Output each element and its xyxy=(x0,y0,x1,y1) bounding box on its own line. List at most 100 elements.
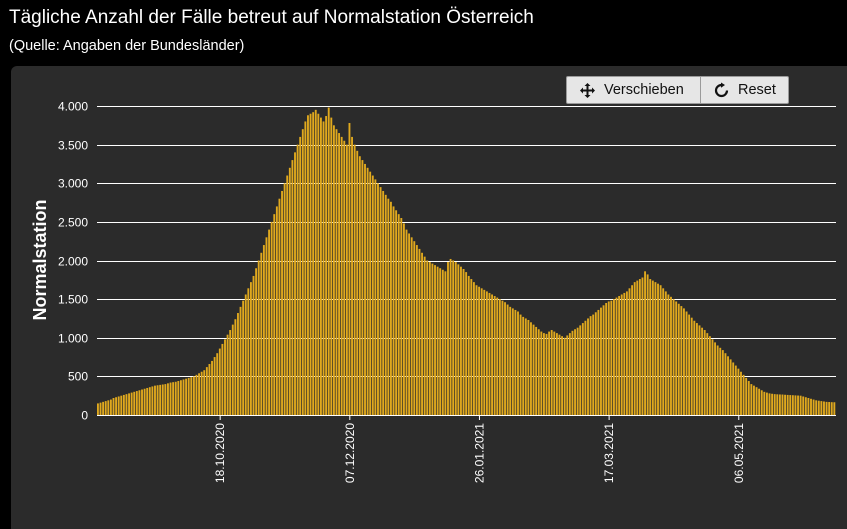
bar xyxy=(504,302,506,415)
bar xyxy=(527,319,530,415)
bar xyxy=(625,291,628,415)
bar xyxy=(693,320,696,415)
bar xyxy=(340,136,343,415)
bar xyxy=(273,214,276,415)
bar xyxy=(511,308,514,415)
bar xyxy=(465,272,468,415)
bar xyxy=(122,394,125,415)
bar xyxy=(542,333,545,415)
bar xyxy=(322,121,325,415)
bar xyxy=(249,282,252,415)
bar xyxy=(387,198,390,415)
bar xyxy=(563,337,566,415)
bar xyxy=(252,275,255,415)
bar xyxy=(415,245,418,415)
bar xyxy=(436,266,439,415)
bar xyxy=(431,263,434,415)
x-tick-label: 18.10.2020 xyxy=(213,423,227,483)
bar xyxy=(522,316,525,415)
bar xyxy=(729,359,732,415)
bar xyxy=(600,307,602,415)
bar xyxy=(312,112,315,416)
bar xyxy=(275,206,278,415)
bar xyxy=(545,333,548,415)
bar xyxy=(187,377,190,415)
bars xyxy=(97,107,836,416)
bar xyxy=(799,395,802,415)
bar xyxy=(366,167,369,415)
bar xyxy=(685,311,688,415)
y-tick-label: 500 xyxy=(68,370,88,384)
bar xyxy=(804,397,807,415)
bar xyxy=(760,390,763,415)
bar xyxy=(631,285,634,415)
bar xyxy=(304,121,307,415)
bar xyxy=(610,300,613,415)
bar xyxy=(561,336,564,415)
bar xyxy=(758,388,761,415)
bar xyxy=(447,262,449,415)
bar xyxy=(421,252,423,415)
bar xyxy=(695,323,698,415)
bar xyxy=(148,387,151,415)
bar xyxy=(428,262,431,415)
bar xyxy=(343,140,346,415)
bar xyxy=(830,402,833,415)
pan-button-label: Verschieben xyxy=(604,82,684,98)
bar xyxy=(576,327,579,415)
bar xyxy=(364,163,366,415)
y-tick-label: 0 xyxy=(81,409,88,423)
bar xyxy=(307,115,309,416)
bar xyxy=(807,398,810,415)
bar xyxy=(571,330,574,415)
bar xyxy=(765,392,768,415)
bar xyxy=(742,374,745,415)
bar xyxy=(732,362,735,415)
bar xyxy=(257,260,260,415)
bar xyxy=(143,388,146,415)
bar xyxy=(794,395,797,415)
bar xyxy=(452,260,455,415)
bar xyxy=(550,330,553,415)
bar xyxy=(833,402,836,415)
bar xyxy=(478,286,481,415)
bar xyxy=(584,320,587,415)
bar xyxy=(115,397,118,415)
bar xyxy=(755,387,758,415)
bar xyxy=(462,269,465,415)
y-tick-label: 1.500 xyxy=(58,293,88,307)
bar xyxy=(721,350,724,415)
bar xyxy=(517,311,519,415)
bar xyxy=(773,394,776,415)
bar xyxy=(203,370,206,415)
y-tick-label: 2.000 xyxy=(58,255,88,269)
reset-button[interactable]: Reset xyxy=(700,76,789,104)
bar xyxy=(351,136,353,415)
bar xyxy=(467,275,470,415)
reset-button-label: Reset xyxy=(738,82,776,98)
bar xyxy=(623,292,626,415)
bar xyxy=(265,237,268,415)
bar xyxy=(657,283,659,415)
x-tick-label: 06.05.2021 xyxy=(732,423,746,483)
bar xyxy=(613,299,615,416)
pan-button[interactable]: Verschieben xyxy=(566,76,701,104)
bar xyxy=(211,360,213,415)
bar xyxy=(566,335,569,415)
bar xyxy=(716,345,719,415)
bar xyxy=(670,296,672,415)
bar xyxy=(592,314,595,415)
bar xyxy=(488,292,491,415)
bar xyxy=(402,223,405,415)
bar xyxy=(825,401,828,415)
bar xyxy=(185,378,188,415)
bar xyxy=(636,280,639,415)
bar xyxy=(659,285,662,415)
bar xyxy=(244,294,247,415)
bar xyxy=(348,123,351,415)
bar xyxy=(159,384,162,415)
bar xyxy=(231,324,234,415)
bar xyxy=(594,312,597,415)
bar xyxy=(146,387,149,415)
bar xyxy=(558,334,561,415)
